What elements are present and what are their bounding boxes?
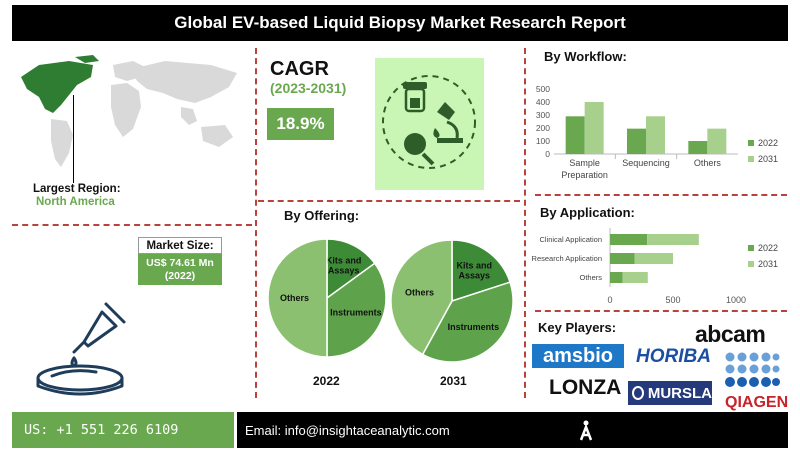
page-title: Global EV-based Liquid Biopsy Market Res… xyxy=(12,5,788,41)
pie-2022-label: Kits and xyxy=(326,255,362,265)
lonza-logo: LONZA xyxy=(549,376,622,399)
pie-year-2022: 2022 xyxy=(313,374,340,388)
mursla-logo-text: MURSLA xyxy=(647,384,712,402)
pie-2022-label: Others xyxy=(280,293,309,303)
qiagen-dots-icon xyxy=(725,352,780,387)
lab-illustration-box xyxy=(375,58,484,190)
footer-email-bar: Email: info@insightaceanalytic.com xyxy=(237,412,788,448)
application-title: By Application: xyxy=(540,205,635,220)
pie-2031-slice xyxy=(390,239,453,356)
pie-2022-slice xyxy=(326,238,376,300)
pie-2022-slice xyxy=(267,238,328,358)
application-y-tick-label: Clinical Application xyxy=(539,235,602,244)
workflow-bar-2022 xyxy=(565,116,585,154)
cagr-label: CAGR xyxy=(270,58,329,80)
market-size-value: US$ 74.61 Mn (2022) xyxy=(138,254,222,285)
cagr-years: (2023-2031) xyxy=(270,80,347,96)
workflow-bar-2031 xyxy=(646,116,665,154)
amsbio-logo: amsbio xyxy=(532,344,624,368)
mursla-logo: MURSLA xyxy=(628,381,712,405)
application-y-tick-label: Research Application xyxy=(532,254,602,263)
mursla-mark-icon xyxy=(632,386,644,400)
application-x-tick: 500 xyxy=(665,295,680,305)
workflow-y-tick: 0 xyxy=(545,149,550,159)
workflow-title: By Workflow: xyxy=(544,49,627,64)
divider-mid-h xyxy=(258,200,520,202)
divider-left xyxy=(255,48,257,398)
abcam-logo: abcam xyxy=(695,321,766,347)
market-size-amount: US$ 74.61 Mn xyxy=(146,257,214,269)
workflow-y-tick: 100 xyxy=(536,136,550,146)
workflow-legend-label: 2031 xyxy=(758,154,778,164)
market-size-label: Market Size: xyxy=(138,237,222,254)
world-map xyxy=(21,55,237,167)
workflow-y-tick: 400 xyxy=(536,97,550,107)
pie-2022-label: Assays xyxy=(328,265,360,275)
workflow-legend-label: 2022 xyxy=(758,138,778,148)
workflow-y-tick: 200 xyxy=(536,123,550,133)
application-legend-swatch-2022 xyxy=(748,245,754,251)
workflow-x-tick-label: Preparation xyxy=(561,170,608,180)
workflow-x-tick-label: Sequencing xyxy=(622,158,670,168)
north-america-shape xyxy=(21,55,99,113)
workflow-y-tick: 500 xyxy=(536,84,550,94)
workflow-y-tick: 300 xyxy=(536,110,550,120)
pie-year-2031: 2031 xyxy=(440,374,467,388)
workflow-bar-2022 xyxy=(688,141,708,154)
workflow-legend-swatch-2031 xyxy=(748,156,754,162)
application-legend-swatch-2031 xyxy=(748,261,754,267)
pie-2031-slice xyxy=(421,281,514,363)
workflow-bar-2031 xyxy=(584,102,604,154)
region-pointer-line xyxy=(73,95,74,183)
pie-2031-label: Kits and xyxy=(456,260,492,270)
application-x-tick: 1000 xyxy=(726,295,746,305)
application-bar-2031 xyxy=(647,234,699,245)
pie-2022-label: Instruments xyxy=(330,308,382,318)
application-bar-2022 xyxy=(610,272,623,283)
application-bar-chart: Clinical Application Research Application… xyxy=(532,228,778,305)
application-legend-label: 2031 xyxy=(758,259,778,269)
footer-email[interactable]: Email: info@insightaceanalytic.com xyxy=(245,422,450,438)
largest-region-label: Largest Region: xyxy=(33,183,121,195)
application-bar-2022 xyxy=(610,253,635,264)
application-bar-2022 xyxy=(610,234,648,245)
workflow-x-tick-label: Others xyxy=(694,158,722,168)
pie-2022-slice xyxy=(326,262,387,358)
key-players-title: Key Players: xyxy=(538,320,617,335)
divider-right-h1 xyxy=(535,194,787,196)
offering-title: By Offering: xyxy=(284,208,360,223)
application-x-tick: 0 xyxy=(607,295,612,305)
pie-2031-label: Instruments xyxy=(448,322,500,332)
horiba-logo: HORIBA xyxy=(636,346,711,367)
workflow-bar-2022 xyxy=(627,128,646,154)
divider-left-h xyxy=(12,224,252,226)
largest-region-value: North America xyxy=(36,196,115,208)
application-bar-2031 xyxy=(634,253,673,264)
workflow-bar-chart: 0 100 200 300 400 500 Sample Preparation Sequenc… xyxy=(536,84,778,180)
pie-2031-label: Others xyxy=(405,288,434,298)
market-size-year: (2022) xyxy=(164,270,196,282)
lab-icon xyxy=(382,75,476,169)
cagr-value: 18.9% xyxy=(267,108,334,140)
application-legend-label: 2022 xyxy=(758,243,778,253)
application-y-tick-label: Others xyxy=(579,273,602,282)
dropper-dish-icon xyxy=(36,302,126,396)
insightace-logo-icon xyxy=(579,420,593,441)
pie-2031-label: Assays xyxy=(458,270,490,280)
application-bar-2031 xyxy=(622,272,648,283)
workflow-x-tick-label: Sample xyxy=(569,158,600,168)
pie-2031-slice xyxy=(451,239,511,303)
divider-right xyxy=(524,48,526,398)
workflow-legend-swatch-2022 xyxy=(748,140,754,146)
qiagen-logo: QIAGEN xyxy=(725,394,789,411)
footer-phone[interactable]: US: +1 551 226 6109 xyxy=(12,412,234,448)
workflow-bar-2031 xyxy=(707,128,727,154)
divider-right-h2 xyxy=(535,310,787,312)
